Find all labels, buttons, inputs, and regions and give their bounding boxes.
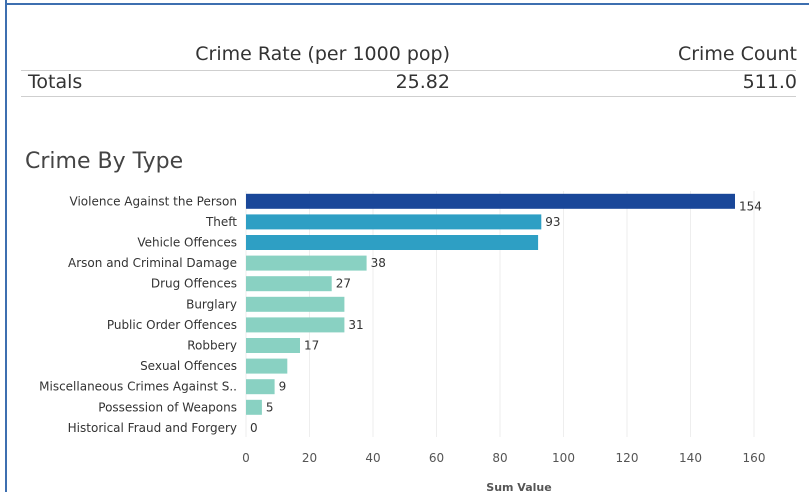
crime-count-header: Crime Count: [677, 43, 797, 65]
crime-rate-total: 25.82: [395, 71, 450, 93]
x-tick-label: 160: [743, 451, 766, 465]
category-label: Historical Fraud and Forgery: [68, 421, 237, 435]
category-label: Theft: [205, 215, 237, 229]
x-tick-label: 140: [679, 451, 702, 465]
data-label: 9: [279, 380, 287, 394]
x-tick-label: 100: [552, 451, 575, 465]
frame-top-border: [5, 3, 809, 5]
category-label: Possession of Weapons: [98, 400, 237, 414]
bar[interactable]: [246, 317, 345, 333]
data-label: 5: [266, 400, 274, 414]
frame-left-border: [5, 0, 7, 492]
bar[interactable]: [246, 338, 300, 353]
category-label: Miscellaneous Crimes Against S..: [39, 380, 237, 394]
totals-divider: [21, 96, 796, 97]
bar[interactable]: [246, 214, 542, 230]
header-divider: [21, 70, 796, 71]
x-tick-label: 80: [492, 451, 507, 465]
x-tick-label: 20: [302, 451, 317, 465]
category-label: Sexual Offences: [140, 359, 237, 373]
data-label: 154: [739, 199, 762, 213]
data-labels: 154 93 38 27 31 17 950: [250, 199, 762, 435]
bar[interactable]: [246, 235, 539, 250]
x-tick-label: 40: [365, 451, 380, 465]
category-label: Arson and Criminal Damage: [68, 256, 237, 270]
category-label: Public Order Offences: [107, 318, 237, 332]
x-axis-title: Sum Value: [486, 481, 551, 492]
data-label: 93: [545, 215, 560, 229]
x-tick-label: 60: [429, 451, 444, 465]
category-label: Drug Offences: [151, 277, 237, 291]
data-label: 0: [250, 421, 258, 435]
x-tick-label: 0: [242, 451, 250, 465]
bar[interactable]: [246, 379, 275, 395]
chart-title: Crime By Type: [25, 149, 184, 174]
bar[interactable]: [246, 255, 367, 271]
data-label: 31: [348, 318, 363, 332]
bars: [246, 193, 735, 415]
bar[interactable]: [246, 358, 288, 374]
crime-count-total: 511.0: [742, 71, 797, 93]
data-label: 17: [304, 339, 319, 353]
bar[interactable]: [246, 276, 332, 292]
crime-rate-header: Crime Rate (per 1000 pop): [195, 43, 450, 65]
data-label: 27: [336, 277, 351, 291]
totals-row-label: Totals: [28, 71, 83, 93]
x-axis-ticks: 0 20 40 60 80 100 120 140 160: [242, 451, 765, 465]
category-label: Violence Against the Person: [70, 194, 237, 208]
category-labels: Violence Against the Person Theft Vehicle …: [39, 194, 237, 435]
x-tick-label: 120: [616, 451, 639, 465]
category-label: Burglary: [186, 297, 237, 311]
data-label: 38: [371, 256, 386, 270]
gridlines: [245, 191, 755, 437]
bar[interactable]: [246, 193, 735, 209]
bar[interactable]: [246, 296, 345, 312]
category-label: Vehicle Offences: [137, 236, 237, 250]
bar[interactable]: [246, 399, 262, 415]
category-label: Robbery: [187, 339, 237, 353]
totals-table: Crime Rate (per 1000 pop) Crime Count To…: [0, 0, 809, 110]
